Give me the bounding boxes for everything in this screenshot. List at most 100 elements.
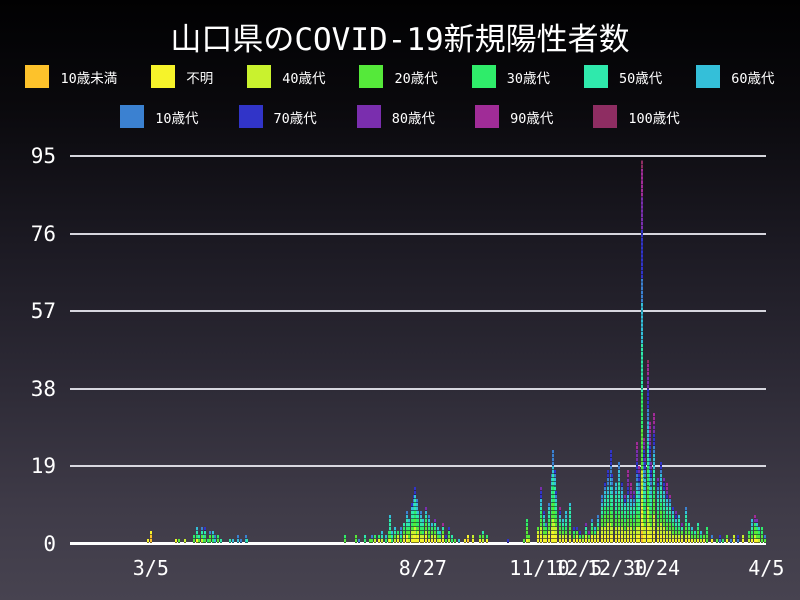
bar-segment	[393, 527, 396, 532]
bar	[611, 474, 614, 544]
bar	[591, 519, 594, 544]
bar-segment	[564, 531, 567, 536]
bar-segment	[364, 539, 367, 544]
bar-segment	[575, 527, 578, 532]
bar-segment	[193, 539, 196, 544]
bar-segment	[415, 498, 418, 503]
bar	[572, 527, 575, 544]
bar-segment	[656, 527, 659, 536]
bar-segment	[644, 502, 647, 515]
bar	[204, 527, 207, 544]
bar-segment	[553, 474, 556, 479]
bar-segment	[603, 535, 606, 544]
bar-segment	[184, 539, 187, 544]
bar-segment	[648, 523, 651, 536]
bar-segment	[536, 527, 539, 532]
bar-segment	[678, 519, 681, 528]
bar	[403, 523, 406, 544]
bar-segment	[597, 515, 600, 520]
bar-segment	[414, 519, 417, 528]
bar-segment	[662, 519, 665, 528]
bar	[454, 539, 457, 544]
bar-segment	[630, 498, 633, 507]
bar-segment	[751, 531, 754, 536]
bar	[146, 539, 149, 544]
bar-segment	[653, 425, 656, 434]
x-tick-label: 12/5	[554, 556, 603, 580]
bar-segment	[431, 535, 434, 540]
bar-segment	[614, 494, 617, 511]
bar-segment	[637, 498, 640, 511]
bar-segment	[630, 490, 633, 499]
bar-segment	[703, 535, 706, 540]
bar	[729, 539, 732, 544]
bar	[690, 527, 693, 544]
bar	[466, 535, 469, 544]
bar-segment	[603, 490, 606, 499]
bar-segment	[662, 527, 665, 536]
bar	[471, 535, 474, 544]
y-tick-label: 57	[30, 299, 56, 324]
bar	[536, 527, 539, 544]
bar-segment	[246, 539, 249, 544]
bar-segment	[650, 494, 653, 507]
legend-label: 60歳代	[731, 70, 775, 87]
legend-swatch-icon	[120, 105, 145, 128]
bar-segment	[729, 539, 732, 544]
bar-segment	[763, 535, 766, 540]
bar	[232, 539, 235, 544]
bar-segment	[606, 514, 609, 524]
bar-segment	[420, 535, 423, 540]
bar-segment	[553, 498, 556, 511]
bar-segment	[424, 523, 427, 532]
bar-segment	[471, 539, 474, 544]
bar-segment	[696, 539, 699, 544]
bar-segment	[636, 490, 639, 503]
legend-swatch-icon	[151, 65, 176, 88]
legend-label: 30歳代	[506, 70, 551, 87]
bar-segment	[620, 490, 623, 499]
bar-segment	[417, 527, 420, 532]
bar-segment	[437, 535, 440, 540]
bar	[149, 531, 152, 544]
legend-swatch-icon	[584, 65, 609, 88]
bar-segment	[648, 482, 651, 499]
bar	[390, 531, 393, 544]
bar-segment	[626, 510, 629, 520]
bar-segment	[414, 535, 417, 544]
bar-segment	[558, 510, 561, 516]
bar-segment	[672, 535, 675, 540]
legend-label: 100歳代	[628, 110, 680, 127]
bar	[603, 482, 606, 544]
bar-segment	[431, 539, 434, 544]
bar-segment	[543, 515, 546, 520]
bar	[726, 535, 729, 544]
bar-segment	[637, 490, 640, 499]
bar-segment	[581, 539, 584, 544]
bar-segment	[675, 519, 678, 524]
bar-segment	[756, 527, 758, 532]
bar-segment	[650, 514, 653, 528]
bar-segment	[706, 535, 709, 544]
bar-segment	[668, 506, 671, 515]
bar	[236, 535, 239, 544]
bar-segment	[642, 510, 645, 524]
bar	[564, 510, 567, 544]
bar-segment	[754, 535, 757, 540]
legend-item: 10歳代	[120, 105, 199, 128]
bar-segment	[201, 527, 204, 532]
bar-segment	[384, 539, 387, 544]
bar-segment	[630, 535, 633, 544]
bar	[575, 527, 578, 544]
bar-segment	[594, 531, 597, 536]
bar-segment	[544, 535, 547, 540]
bar	[558, 506, 561, 544]
bar	[417, 510, 420, 544]
bar-segment	[637, 466, 640, 471]
bar-segment	[603, 527, 606, 536]
bar-segment	[609, 510, 612, 524]
bar-segment	[623, 531, 626, 540]
bar-segment	[569, 535, 572, 540]
bar-segment	[754, 523, 757, 528]
